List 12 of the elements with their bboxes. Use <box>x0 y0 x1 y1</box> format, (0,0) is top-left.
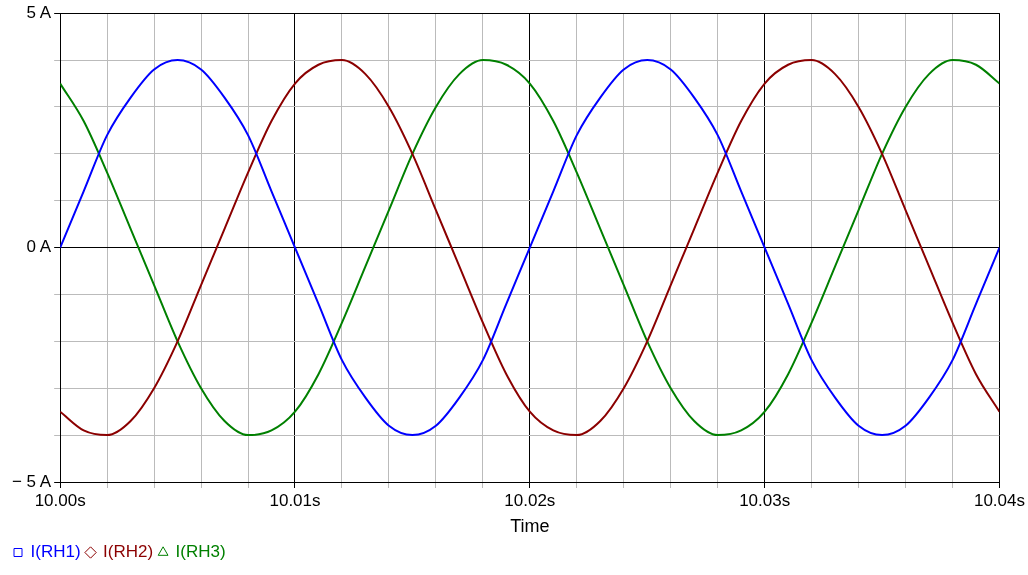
y-tick-label: 0 A <box>26 237 52 257</box>
legend-label: I(RH1) <box>30 542 81 562</box>
y-tick-label: 5 A <box>26 2 52 22</box>
x-tick-label: 10.02s <box>504 490 556 510</box>
x-tick-label: 10.00s <box>34 490 86 510</box>
x-axis-title: Time <box>510 516 550 537</box>
x-tick-label: 10.01s <box>269 490 321 510</box>
x-tick-label: 10.04s <box>973 490 1025 510</box>
legend-label: I(RH3) <box>175 542 226 562</box>
x-tick-label: 10.03s <box>739 490 791 510</box>
y-tick-label: − 5 A <box>11 471 52 491</box>
legend-label: I(RH2) <box>103 542 154 562</box>
